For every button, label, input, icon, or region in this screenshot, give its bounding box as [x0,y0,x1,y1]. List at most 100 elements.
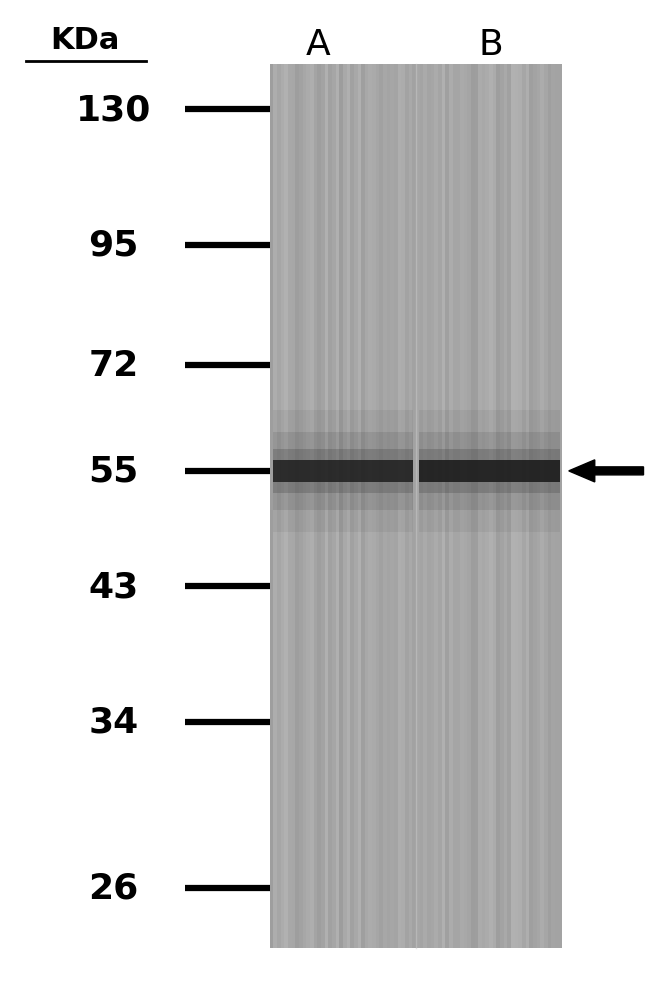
Text: 72: 72 [88,349,139,383]
Bar [526,65,529,948]
Bar [460,65,463,948]
Bar [441,65,445,948]
Bar [558,65,562,948]
Bar [324,65,328,948]
Bar [486,65,489,948]
Bar [551,65,555,948]
Bar [409,65,412,948]
Text: B: B [478,28,503,62]
Bar [522,65,526,948]
Bar [335,65,339,948]
Bar [412,65,416,948]
Bar [295,65,299,948]
Bar [306,65,310,948]
Bar [273,410,413,532]
Bar [270,65,562,948]
Bar [273,460,413,482]
Bar [310,65,313,948]
Bar [328,65,332,948]
Bar [288,65,292,948]
Bar [303,65,306,948]
Bar [419,410,560,532]
Bar [383,65,387,948]
Bar [339,65,343,948]
Bar [419,460,560,482]
Bar [270,65,274,948]
Bar [438,65,441,948]
Bar [394,65,398,948]
Bar [519,65,522,948]
Bar [430,65,434,948]
Bar [471,65,474,948]
Text: 43: 43 [88,570,139,604]
Bar [350,65,354,948]
Bar [511,65,515,948]
Bar [391,65,394,948]
Bar [474,65,478,948]
Bar [321,65,324,948]
Bar [500,65,504,948]
Text: 55: 55 [88,454,139,488]
Bar [369,65,372,948]
Bar [419,432,560,510]
Bar [515,65,519,948]
Bar [489,65,493,948]
Bar [281,65,285,948]
Bar [387,65,391,948]
Bar [354,65,358,948]
Bar [299,65,303,948]
Bar [449,65,452,948]
Bar [544,65,547,948]
Text: 95: 95 [88,229,139,263]
Bar [376,65,380,948]
Bar [533,65,537,948]
Bar [555,65,558,948]
Bar [273,432,413,510]
Bar [358,65,361,948]
Bar [445,65,449,948]
Bar [529,65,533,948]
Bar [427,65,430,948]
Bar [537,65,540,948]
Bar [508,65,511,948]
Bar [467,65,471,948]
Bar [398,65,401,948]
Bar [274,65,277,948]
Bar [416,65,420,948]
Bar [419,449,560,493]
Bar [497,65,500,948]
FancyArrow shape [569,460,644,482]
Bar [493,65,497,948]
Bar [463,65,467,948]
Text: 130: 130 [76,93,151,127]
Bar [343,65,346,948]
Bar [540,65,544,948]
Bar [372,65,376,948]
Text: 26: 26 [88,871,139,905]
Bar [401,65,405,948]
Bar [313,65,317,948]
Bar [456,65,460,948]
Bar [434,65,438,948]
Bar [478,65,482,948]
Bar [365,65,369,948]
Bar [380,65,383,948]
Bar [292,65,295,948]
Bar [547,65,551,948]
Bar [332,65,335,948]
Bar [405,65,409,948]
Bar [273,449,413,493]
Text: 34: 34 [88,705,139,739]
Bar [361,65,365,948]
Bar [317,65,321,948]
Bar [423,65,427,948]
Bar [482,65,486,948]
Bar [285,65,288,948]
Text: KDa: KDa [50,26,119,54]
Bar [346,65,350,948]
Bar [452,65,456,948]
Text: A: A [306,28,331,62]
Bar [420,65,423,948]
Bar [504,65,508,948]
Bar [277,65,281,948]
